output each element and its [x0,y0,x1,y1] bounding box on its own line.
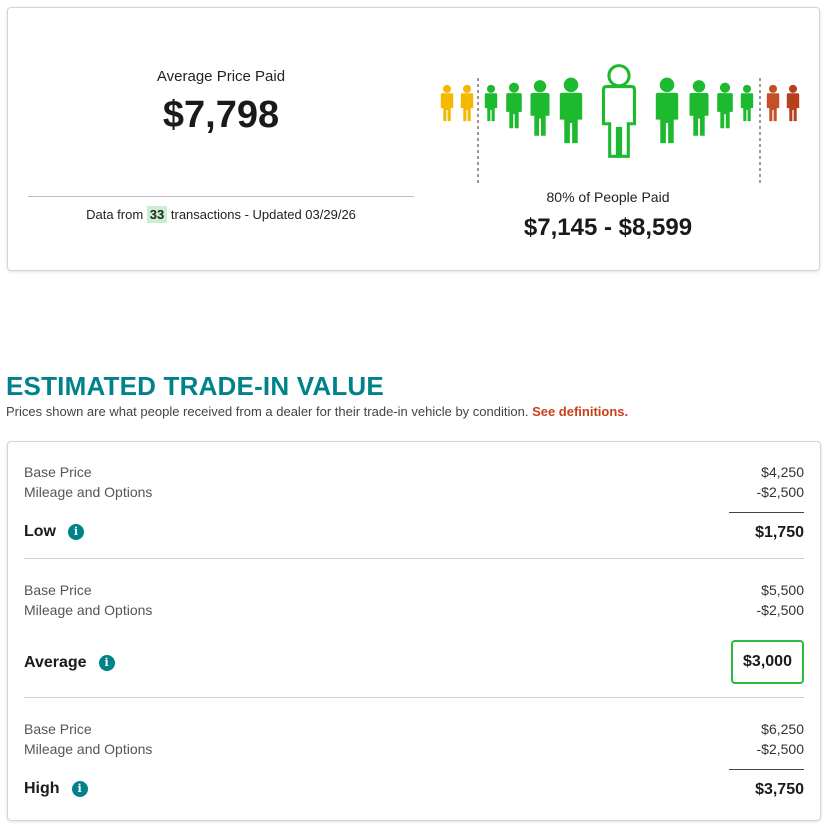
average-mileage-value: -$2,500 [756,602,804,618]
person-high-1-icon [766,84,780,122]
low-tier-value: $1,750 [755,524,804,541]
person-mid-2-icon [506,82,522,129]
trade-in-card: Base Price $4,250 Mileage and Options -$… [7,441,821,821]
price-paid-card: Average Price Paid $7,798 Data from 33 t… [7,7,820,271]
average-mileage-label: Mileage and Options [24,602,153,618]
average-price-value: $7,798 [162,94,280,136]
high-base-price-label: Base Price [24,721,92,737]
average-base-price-label: Base Price [24,582,92,598]
trade-in-subtitle: Prices shown are what people received fr… [6,404,628,419]
see-definitions-link[interactable]: See definitions. [532,404,629,419]
person-mid-1-icon [484,84,498,122]
trade-in-section-title: ESTIMATED TRADE-IN VALUE [6,371,384,401]
average-tier-label: Average [24,654,87,671]
price-distribution-people-icon [440,64,800,186]
average-info-icon[interactable]: i [98,655,115,671]
average-tier-value-highlight: $3,000 [731,640,804,684]
person-mid-8-icon [740,84,754,122]
person-center-icon [601,64,637,158]
data-source-note: Data from 33 transactions - Updated 03/2… [28,206,414,223]
low-base-price-label: Base Price [24,464,92,480]
low-mileage-value: -$2,500 [756,484,804,500]
high-tier-heading: High i [24,780,88,798]
percent-people-paid-label: 80% of People Paid [546,189,670,205]
person-mid-7-icon [717,82,733,129]
divider [28,196,414,197]
person-mid-5-icon [655,77,679,144]
low-sum-line [729,512,804,513]
trade-in-subtitle-text: Prices shown are what people received fr… [6,404,529,419]
data-from-prefix: Data from [86,207,144,222]
person-mid-3-icon [530,80,550,136]
high-info-icon[interactable]: i [71,781,88,797]
low-tier-heading: Low i [24,523,84,541]
high-tier-value: $3,750 [755,781,804,798]
high-sum-line [729,769,804,770]
price-range-value: $7,145 - $8,599 [523,214,693,241]
person-low-1-icon [440,84,454,122]
low-base-price-value: $4,250 [761,464,804,480]
person-high-2-icon [786,84,800,122]
high-tier-label: High [24,780,60,797]
average-tier-heading: Average i [24,654,115,672]
high-mileage-label: Mileage and Options [24,741,153,757]
average-base-price-value: $5,500 [761,582,804,598]
high-mileage-value: -$2,500 [756,741,804,757]
person-low-2-icon [460,84,474,122]
low-mileage-label: Mileage and Options [24,484,153,500]
high-base-price-value: $6,250 [761,721,804,737]
data-from-suffix: transactions - Updated 03/29/26 [170,207,356,222]
person-mid-4-icon [559,77,583,144]
tier-separator [24,697,804,698]
low-info-icon[interactable]: i [68,524,84,540]
average-price-label: Average Price Paid [156,68,286,85]
person-mid-6-icon [689,80,709,136]
tier-separator [24,558,804,559]
transaction-count-badge: 33 [146,206,168,223]
low-tier-label: Low [24,523,56,540]
